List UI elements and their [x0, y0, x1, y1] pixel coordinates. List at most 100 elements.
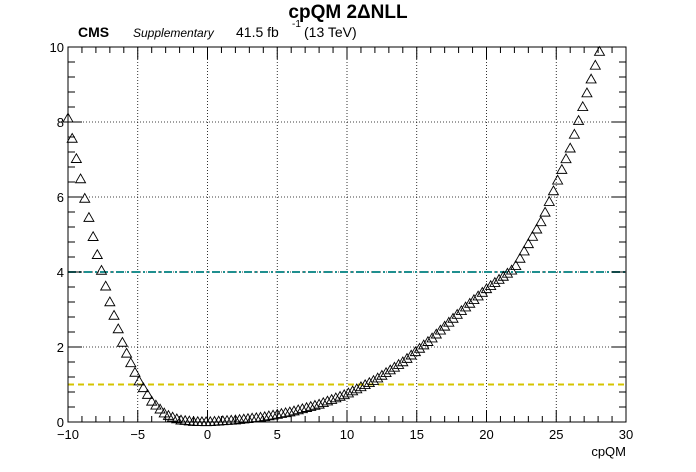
data-point: [409, 345, 422, 357]
data-point: [87, 230, 99, 241]
data-point: [317, 396, 330, 407]
data-point: [489, 276, 501, 287]
data-point: [145, 395, 158, 406]
data-point: [422, 335, 434, 346]
reference-lines: [68, 271, 626, 386]
data-point: [91, 248, 104, 259]
x-tick-label: 10: [340, 427, 354, 442]
data-point: [480, 282, 493, 294]
data-point: [388, 361, 401, 372]
x-tick-label: 5: [274, 427, 281, 442]
data-point: [346, 385, 359, 396]
data-point: [158, 407, 171, 418]
data-point: [568, 128, 581, 139]
data-point: [484, 279, 497, 290]
grid-lines: [68, 47, 626, 422]
x-tick-label: 15: [410, 427, 424, 442]
data-point: [258, 410, 271, 422]
data-point: [141, 388, 154, 399]
data-point: [493, 273, 505, 284]
data-point: [304, 400, 317, 411]
data-point: [589, 59, 602, 70]
data-point: [497, 270, 510, 281]
data-point: [363, 376, 376, 387]
data-point: [551, 174, 564, 185]
data-point: [284, 406, 296, 417]
data-point: [547, 185, 560, 196]
data-point: [300, 401, 313, 412]
data-point: [321, 395, 334, 406]
data-point: [585, 73, 597, 84]
data-point: [380, 366, 392, 377]
data-point: [405, 349, 417, 360]
data-point: [263, 410, 275, 421]
data-point: [455, 304, 468, 316]
x-tick-label: −5: [130, 427, 145, 442]
data-point: [371, 372, 384, 383]
data-point: [501, 267, 514, 278]
data-point: [564, 142, 576, 153]
y-tick-label: 0: [57, 415, 64, 430]
x-tick-label: −10: [57, 427, 79, 442]
data-point: [133, 375, 145, 386]
data-point: [581, 87, 593, 98]
lumi-value: 41.5 fb: [236, 24, 279, 40]
data-point: [593, 45, 606, 56]
data-point: [556, 163, 568, 174]
axis-ticks: −10 −5 0 5 10 15 20 25 30 0 2 4 6 8 10: [50, 40, 634, 442]
data-point: [463, 297, 476, 308]
data-point: [334, 390, 346, 401]
data-point: [104, 296, 116, 307]
y-tick-label: 8: [57, 115, 64, 130]
lumi-exponent: -1: [292, 19, 301, 30]
data-point: [451, 308, 463, 319]
data-point: [384, 364, 397, 375]
data-point: [401, 352, 413, 363]
data-point: [572, 114, 585, 125]
data-point: [350, 383, 363, 394]
y-tick-label: 6: [57, 190, 64, 205]
data-point: [510, 259, 522, 271]
data-point: [535, 216, 547, 227]
data-point: [275, 407, 288, 418]
data-point: [99, 280, 112, 291]
data-point: [150, 399, 162, 410]
data-point: [468, 293, 480, 305]
x-axis-label: cpQM: [591, 444, 626, 459]
data-point: [120, 347, 133, 358]
y-tick-label: 4: [57, 265, 64, 280]
x-tick-label: 25: [549, 427, 563, 442]
data-point: [522, 237, 535, 249]
data-point: [129, 366, 141, 377]
data-point: [296, 402, 309, 414]
x-tick-label: 30: [619, 427, 633, 442]
data-point: [392, 358, 405, 369]
data-point: [543, 195, 556, 206]
data-point: [70, 152, 83, 163]
data-point: [325, 393, 338, 404]
data-point: [154, 403, 166, 414]
y-tick-label: 2: [57, 340, 64, 355]
data-point: [417, 339, 430, 350]
data-point: [83, 211, 95, 222]
data-point: [355, 381, 367, 392]
data-point: [376, 369, 388, 380]
data-point: [124, 357, 137, 368]
x-tick-label: 0: [204, 427, 211, 442]
data-point: [137, 381, 150, 393]
data-point: [78, 192, 91, 203]
data-point: [330, 392, 342, 403]
data-point: [267, 409, 279, 420]
data-point: [459, 301, 472, 312]
data-point: [359, 378, 371, 390]
data-point: [288, 405, 300, 416]
data-point: [526, 230, 539, 241]
x-tick-label: 20: [479, 427, 493, 442]
data-point: [95, 264, 108, 275]
data-point: [413, 342, 426, 353]
data-point: [518, 245, 530, 256]
data-point: [476, 286, 489, 297]
data-point: [74, 173, 87, 184]
supplementary-label: Supplementary: [133, 26, 215, 40]
